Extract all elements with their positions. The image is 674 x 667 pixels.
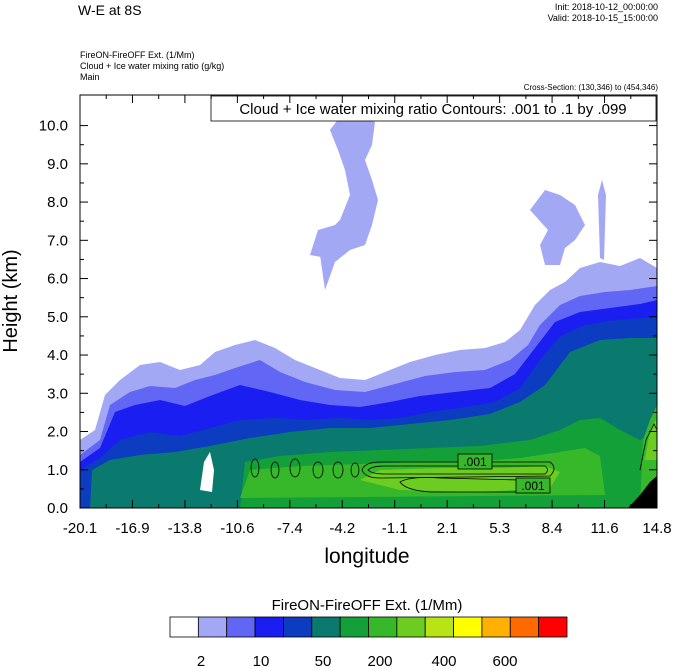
y-tick-label: 10.0 [39, 118, 68, 135]
y-axis: 0.0 1.0 2.0 3.0 4.0 5.0 6.0 7.0 8.0 9.0 10.0 [39, 118, 657, 517]
colorbar-swatch [169, 616, 199, 638]
colorbar-label: 600 [492, 653, 517, 667]
contour-labels: .001 .001 [457, 453, 551, 494]
y-tick-label: 0.0 [47, 500, 68, 517]
colorbar-swatch [424, 616, 454, 638]
contour-line [361, 461, 555, 479]
contour-label: .001 [521, 479, 545, 493]
contour-title: Cloud + Ice water mixing ratio Contours:… [239, 101, 626, 118]
colorbar-label: 2 [197, 653, 205, 667]
x-tick-label: -20.1 [63, 520, 97, 537]
field-line-1: FireON-FireOFF Ext. (1/Mm) [80, 50, 195, 60]
valid-time: Valid: 2018-10-15_15:00:00 [547, 13, 658, 23]
colorbar-label: 400 [431, 653, 456, 667]
x-tick-label: 5.3 [489, 520, 510, 537]
colorbar-swatch [538, 616, 568, 638]
y-tick-label: 1.0 [47, 462, 68, 479]
upper-cloud-1 [320, 110, 378, 290]
band-300 [360, 466, 560, 492]
colorbar-label: 50 [315, 653, 332, 667]
y-tick-label: 8.0 [47, 194, 68, 211]
right-edge-core [645, 420, 657, 460]
colorbar-swatch [226, 616, 256, 638]
field-shading [80, 110, 657, 508]
colorbar-swatch [311, 616, 341, 638]
colorbar-label: 10 [253, 653, 270, 667]
colorbar-title: FireON-FireOFF Ext. (1/Mm) [272, 597, 463, 614]
contour-line [332, 461, 344, 479]
colorbar-labels: 2 10 50 200 400 600 [197, 653, 518, 667]
contour-line [270, 461, 280, 479]
x-tick-label: -13.8 [168, 520, 202, 537]
colorbar-swatch [453, 616, 483, 638]
contour-label-box [515, 477, 551, 494]
field-line-3: Main [80, 72, 100, 82]
upper-cloud-3 [530, 190, 585, 265]
clear-gap [200, 452, 214, 492]
terrain [628, 476, 657, 508]
y-tick-label: 4.0 [47, 347, 68, 364]
colorbar-swatch [509, 616, 540, 638]
colorbar-swatch [339, 616, 369, 638]
y-axis-label: Height (km) [0, 249, 22, 352]
y-tick-label: 5.0 [47, 309, 68, 326]
upper-cloud-4 [598, 180, 606, 260]
x-tick-label: 14.8 [642, 520, 671, 537]
y-tick-label: 6.0 [47, 271, 68, 288]
x-tick-label: 8.4 [542, 520, 563, 537]
colorbar-swatch [254, 616, 284, 638]
y-tick-label: 7.0 [47, 232, 68, 249]
field-line-2: Cloud + Ice water mixing ratio (g/kg) [80, 61, 225, 71]
field-description: FireON-FireOFF Ext. (1/Mm) Cloud + Ice w… [80, 50, 224, 83]
x-axis: -20.1 -16.9 -13.8 -10.6 -7.4 -4.2 -1.1 2.1 5.3 8.… [63, 95, 672, 537]
init-time: Init: 2018-10-12_00:00:00 [554, 2, 658, 12]
contour-label-box [457, 453, 493, 470]
colorbar [169, 616, 568, 638]
y-tick-label: 2.0 [47, 424, 68, 441]
y-tick-label: 9.0 [47, 156, 68, 173]
x-tick-label: 2.1 [437, 520, 458, 537]
upper-cloud-2 [310, 225, 345, 260]
x-tick-label: -1.1 [382, 520, 408, 537]
contour-title-box [210, 95, 657, 122]
colorbar-swatch [481, 616, 511, 638]
x-axis-label: longitude [324, 545, 409, 568]
x-tick-label: -4.2 [329, 520, 355, 537]
x-tick-label: -7.4 [277, 520, 303, 537]
contour-line [350, 462, 360, 478]
colorbar-swatch [396, 616, 426, 638]
contour-line [367, 465, 548, 475]
x-tick-label: -10.6 [220, 520, 254, 537]
colorbar-label: 200 [367, 653, 392, 667]
colorbar-swatch [197, 616, 228, 638]
x-tick-label: 11.6 [590, 520, 618, 537]
init-valid-times: Init: 2018-10-12_00:00:00 Valid: 2018-10… [548, 2, 658, 24]
contour-line [312, 461, 324, 479]
y-tick-label: 3.0 [47, 385, 68, 402]
plot-title: W-E at 8S [78, 2, 142, 18]
contour-line [289, 458, 301, 478]
x-tick-label: -16.9 [115, 520, 149, 537]
contour-line [250, 458, 260, 478]
colorbar-swatch [368, 616, 398, 638]
contour-label: .001 [463, 455, 487, 469]
colorbar-swatch [283, 616, 313, 638]
cross-section-label: Cross-Section: (130,346) to (454,346) [523, 83, 658, 92]
